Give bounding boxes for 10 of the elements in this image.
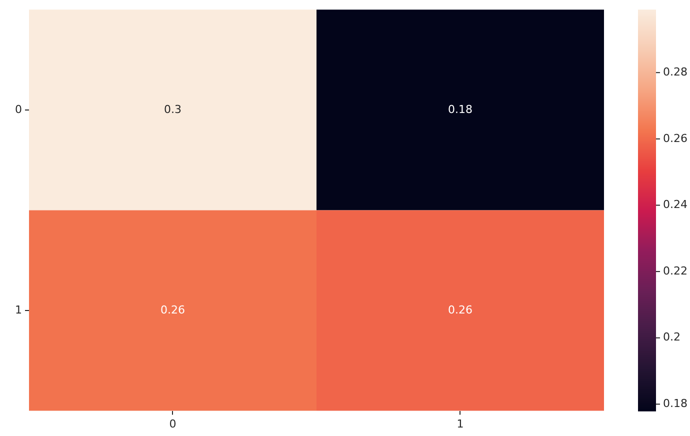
- color-bar-label: 0.24: [663, 198, 688, 212]
- data-label: 0.18: [448, 102, 472, 116]
- data-label: 0.26: [160, 303, 185, 316]
- color-bar-label: 0.22: [663, 264, 688, 278]
- color-bar-label: 0.2: [663, 330, 680, 344]
- data-label: 0.3: [164, 102, 182, 116]
- data-label: 0.26: [448, 303, 472, 316]
- color-bar-label: 0.26: [663, 132, 688, 145]
- color-bar-label: 0.18: [663, 397, 688, 410]
- color-bar-label: 0.28: [663, 65, 688, 78]
